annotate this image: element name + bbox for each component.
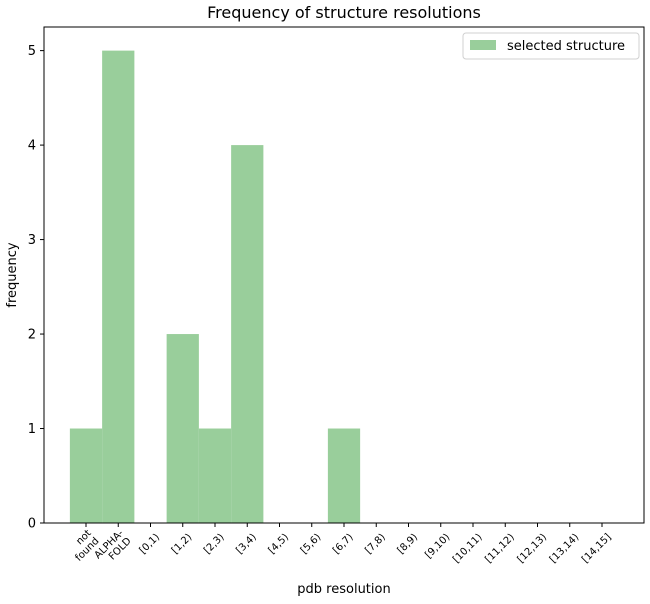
x-tick-label: [3,4) xyxy=(234,532,259,557)
x-tick-label: [5,6) xyxy=(299,532,324,557)
bar xyxy=(327,428,361,523)
y-tick-label: 3 xyxy=(28,233,36,248)
x-tick-label: [10,11) xyxy=(451,532,485,566)
bar xyxy=(69,428,103,523)
x-tick-label: [2,3) xyxy=(202,532,227,557)
legend-box xyxy=(462,32,640,60)
y-tick-label: 0 xyxy=(28,517,36,532)
x-tick-label: ALPHA-FOLD xyxy=(93,528,134,569)
y-tick-label: 1 xyxy=(28,422,36,437)
x-tick-label: [0,1) xyxy=(138,532,163,557)
bar xyxy=(166,334,199,523)
x-tick-label: [6,7) xyxy=(331,532,356,557)
x-axis-label: pdb resolution xyxy=(297,582,390,597)
x-tick-label: [7,8) xyxy=(363,532,388,557)
bars-group xyxy=(69,50,361,524)
bar xyxy=(102,50,135,524)
legend-swatch xyxy=(470,40,496,50)
y-tick-label: 2 xyxy=(28,328,36,343)
x-tick-label: [14,15] xyxy=(580,532,614,566)
bar xyxy=(231,145,264,523)
plot-frame xyxy=(43,26,645,524)
y-axis-ticks: 0 1 2 3 4 5 xyxy=(28,44,44,532)
x-tick-label: [4,5) xyxy=(267,532,292,557)
x-tick-label: [13,14) xyxy=(548,532,582,566)
y-tick-label: 5 xyxy=(28,44,36,59)
x-tick-label: [8,9) xyxy=(396,532,421,557)
y-tick-label: 4 xyxy=(28,139,36,154)
chart-title: Frequency of structure resolutions xyxy=(207,3,481,22)
legend-label: selected structure xyxy=(507,39,625,54)
x-tick-label: [1,2) xyxy=(170,532,195,557)
x-tick-label: [11,12) xyxy=(483,532,517,566)
y-axis-label: frequency xyxy=(5,242,20,308)
bar xyxy=(198,428,232,523)
legend: selected structure xyxy=(462,32,640,60)
x-tick-label: [12,13) xyxy=(516,532,550,566)
x-tick-label: [9,10) xyxy=(423,532,452,561)
